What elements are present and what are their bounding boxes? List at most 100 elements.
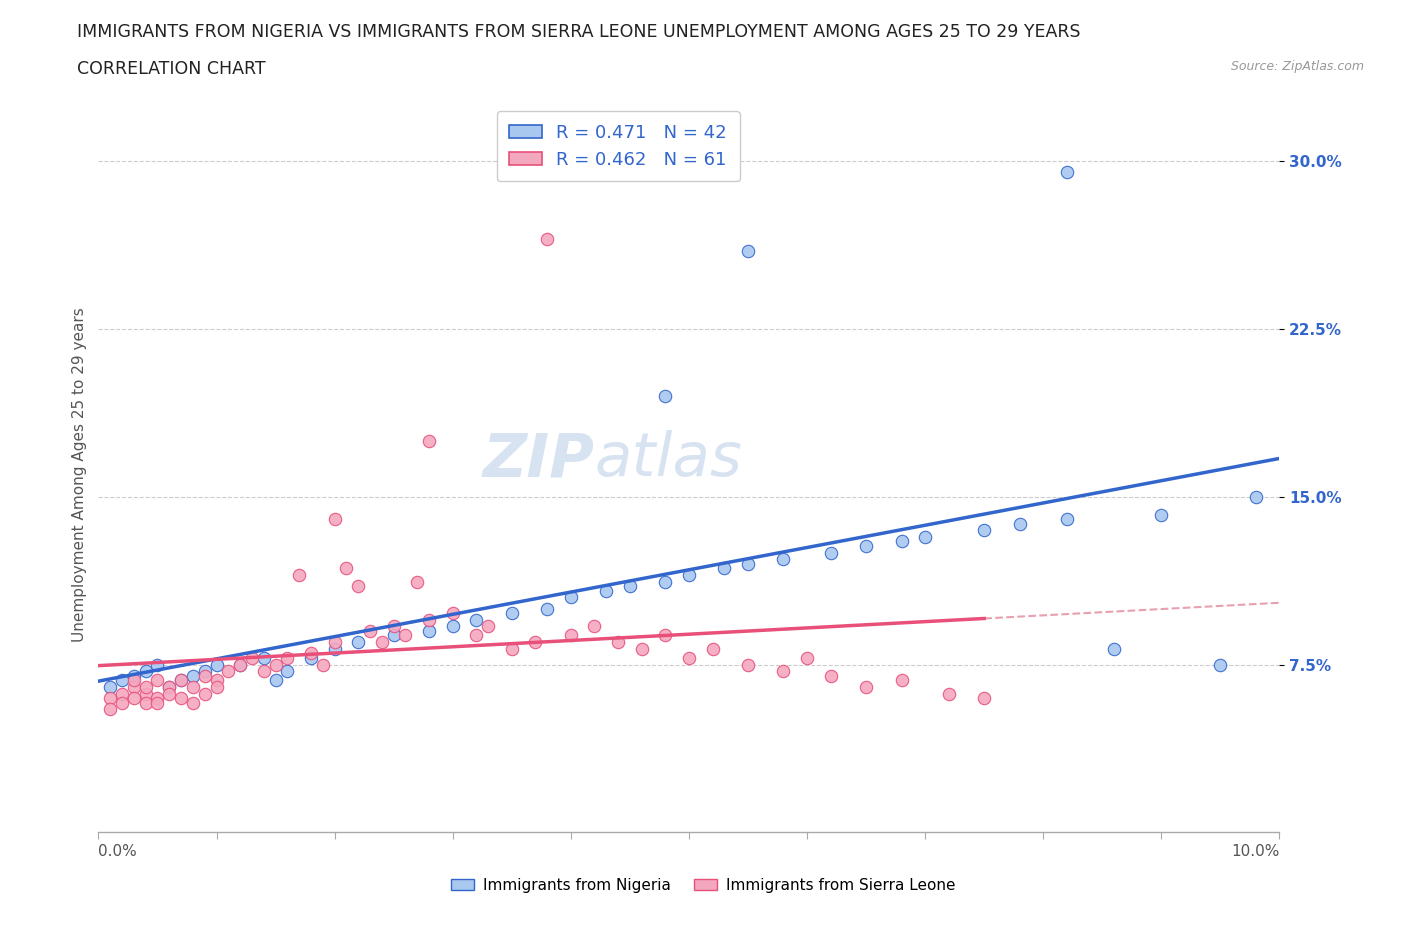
Point	[111, 672, 134, 687]
Text: CORRELATION CHART: CORRELATION CHART	[77, 60, 266, 78]
Point	[157, 680, 180, 695]
Point	[323, 512, 346, 526]
Point	[181, 669, 204, 684]
Point	[855, 538, 877, 553]
Point	[1056, 512, 1078, 526]
Point	[111, 695, 134, 710]
Text: atlas: atlas	[595, 431, 742, 489]
Point	[98, 691, 121, 706]
Point	[501, 605, 523, 620]
Point	[170, 691, 193, 706]
Point	[1008, 516, 1031, 531]
Point	[607, 634, 630, 649]
Text: ZIP: ZIP	[482, 431, 595, 489]
Point	[418, 612, 440, 627]
Point	[299, 650, 322, 665]
Point	[264, 672, 287, 687]
Point	[678, 650, 700, 665]
Point	[229, 658, 252, 672]
Text: 0.0%: 0.0%	[98, 844, 138, 858]
Point	[1150, 507, 1173, 522]
Point	[406, 575, 429, 590]
Point	[737, 658, 759, 672]
Point	[973, 523, 995, 538]
Point	[146, 695, 169, 710]
Point	[772, 664, 794, 679]
Point	[135, 695, 157, 710]
Point	[536, 232, 558, 246]
Point	[264, 658, 287, 672]
Y-axis label: Unemployment Among Ages 25 to 29 years: Unemployment Among Ages 25 to 29 years	[72, 307, 87, 642]
Point	[359, 623, 381, 638]
Point	[890, 672, 912, 687]
Point	[441, 605, 464, 620]
Point	[111, 686, 134, 701]
Point	[560, 628, 582, 643]
Point	[135, 664, 157, 679]
Point	[157, 680, 180, 695]
Legend: R = 0.471   N = 42, R = 0.462   N = 61: R = 0.471 N = 42, R = 0.462 N = 61	[496, 111, 740, 181]
Point	[98, 702, 121, 717]
Point	[820, 669, 842, 684]
Point	[524, 634, 547, 649]
Point	[181, 695, 204, 710]
Point	[465, 628, 488, 643]
Point	[146, 658, 169, 672]
Point	[240, 650, 263, 665]
Point	[477, 619, 499, 634]
Point	[135, 686, 157, 701]
Point	[288, 567, 311, 582]
Point	[737, 243, 759, 258]
Point	[1056, 165, 1078, 179]
Text: 10.0%: 10.0%	[1232, 844, 1279, 858]
Point	[914, 529, 936, 544]
Point	[347, 578, 370, 593]
Point	[157, 686, 180, 701]
Point	[654, 628, 676, 643]
Legend: Immigrants from Nigeria, Immigrants from Sierra Leone: Immigrants from Nigeria, Immigrants from…	[444, 872, 962, 899]
Point	[146, 672, 169, 687]
Point	[146, 691, 169, 706]
Point	[1102, 642, 1125, 657]
Point	[347, 634, 370, 649]
Point	[253, 650, 276, 665]
Point	[170, 672, 193, 687]
Point	[630, 642, 652, 657]
Point	[323, 642, 346, 657]
Point	[312, 658, 335, 672]
Point	[560, 590, 582, 604]
Point	[335, 561, 357, 576]
Point	[122, 691, 145, 706]
Point	[583, 619, 606, 634]
Point	[382, 628, 405, 643]
Point	[938, 686, 960, 701]
Point	[654, 575, 676, 590]
Point	[501, 642, 523, 657]
Point	[418, 433, 440, 448]
Point	[1209, 658, 1232, 672]
Point	[465, 612, 488, 627]
Point	[1244, 489, 1267, 504]
Point	[382, 619, 405, 634]
Point	[890, 534, 912, 549]
Point	[170, 672, 193, 687]
Point	[654, 389, 676, 404]
Point	[536, 601, 558, 616]
Point	[205, 680, 228, 695]
Point	[796, 650, 818, 665]
Point	[371, 634, 394, 649]
Point	[98, 680, 121, 695]
Point	[122, 669, 145, 684]
Point	[276, 664, 298, 679]
Point	[194, 686, 217, 701]
Point	[772, 551, 794, 566]
Point	[135, 680, 157, 695]
Point	[181, 680, 204, 695]
Point	[619, 578, 641, 593]
Point	[205, 658, 228, 672]
Point	[595, 583, 617, 598]
Point	[323, 634, 346, 649]
Point	[194, 664, 217, 679]
Point	[194, 669, 217, 684]
Point	[702, 642, 724, 657]
